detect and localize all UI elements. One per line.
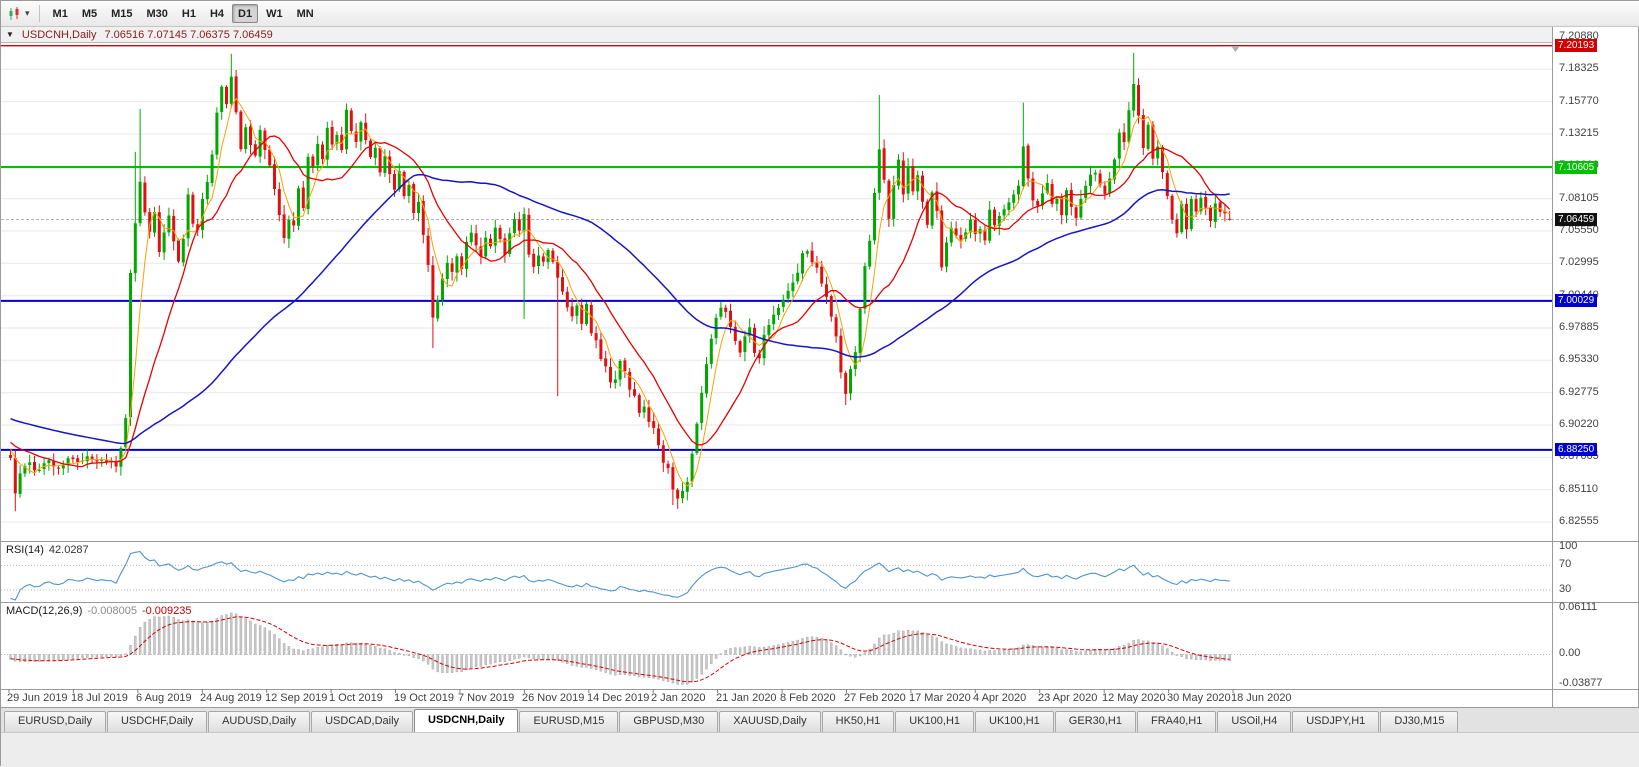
chart-tab-eurusd-daily[interactable]: EURUSD,Daily [4,711,106,732]
macd-indicator-title: MACD(12,26,9) -0.008005 -0.009235 [6,605,192,617]
chart-tab-hk50-h1[interactable]: HK50,H1 [821,711,895,732]
chart-tab-fra40-h1[interactable]: FRA40,H1 [1137,711,1217,732]
timeframe-button-h4[interactable]: H4 [209,8,225,20]
chart-tab-usdcnh-daily[interactable]: USDCNH,Daily [414,709,519,732]
rsi-label: RSI(14) [6,544,44,556]
status-strip [1,732,1639,767]
chart-tab-dj30-m15[interactable]: DJ30,M15 [1380,711,1459,732]
rsi-indicator-title: RSI(14) 42.0287 [6,544,89,556]
chart-tab-gbpusd-m30[interactable]: GBPUSD,M30 [619,711,719,732]
timeframe-button-m15[interactable]: M15 [111,8,133,20]
chart-tab-uk100-h1[interactable]: UK100,H1 [895,711,975,732]
chart-ohlc-values: 7.06516 7.07145 7.06375 7.06459 [104,28,273,41]
chart-tab-usdcad-daily[interactable]: USDCAD,Daily [311,711,414,732]
dropdown-caret-icon[interactable]: ▾ [25,8,30,18]
chart-type-icon[interactable] [5,4,25,24]
chart-tab-uk100-h1[interactable]: UK100,H1 [975,711,1054,732]
timeframe-button-m30[interactable]: M30 [146,8,168,20]
chart-menu-icon[interactable]: ▼ [6,30,14,39]
chart-tab-usoil-h4[interactable]: USOil,H4 [1217,711,1292,732]
chart-caption: ▼ USDCNH,Daily 7.06516 7.07145 7.06375 7… [1,27,1552,43]
timeframe-button-m1[interactable]: M1 [52,8,68,20]
rsi-value: 42.0287 [48,544,89,556]
timeframe-button-h1[interactable]: H1 [181,8,196,20]
timeframe-button-mn[interactable]: MN [296,8,314,20]
timeframe-button-m5[interactable]: M5 [81,8,98,20]
chart-tab-bar: EURUSD,Daily USDCHF,Daily AUDUSD,Daily USDC… [1,707,1639,732]
chart-tab-usdchf-daily[interactable]: USDCHF,Daily [106,711,208,732]
chart-tab-audusd-daily[interactable]: AUDUSD,Daily [208,711,311,732]
chart-canvas[interactable] [1,1,1639,707]
chart-tab-usdjpy-h1[interactable]: USDJPY,H1 [1292,711,1380,732]
timeframe-button-w1[interactable]: W1 [266,8,283,20]
chart-tab-ger30-h1[interactable]: GER30,H1 [1054,711,1136,732]
macd-main-value: -0.008005 [87,605,137,617]
timeframe-button-group: M1 M5 M15 M30 H1 H4 D1 W1 MN [47,4,320,23]
toolbar: ▾ M1 M5 M15 M30 H1 H4 D1 W1 MN [1,1,1639,27]
toolbar-separator [38,5,40,22]
macd-signal-value: -0.009235 [141,605,192,617]
chart-symbol-title: USDCNH,Daily [21,28,97,41]
macd-label: MACD(12,26,9) [6,605,83,617]
chart-tab-xauusd-daily[interactable]: XAUUSD,Daily [719,711,821,732]
chart-tab-eurusd-m15[interactable]: EURUSD,M15 [519,711,619,732]
timeframe-button-d1[interactable]: D1 [232,4,259,23]
